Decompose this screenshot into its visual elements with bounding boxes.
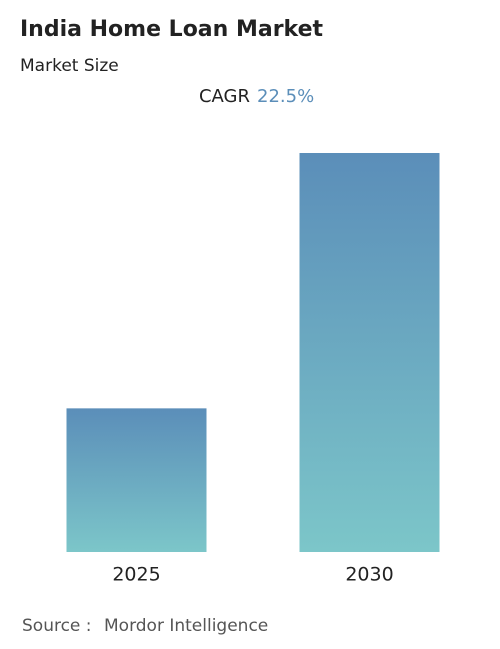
cagr-label: CAGR bbox=[199, 86, 250, 107]
cagr-value: 22.5% bbox=[257, 86, 314, 107]
source: Mordor Intelligence bbox=[104, 616, 268, 636]
bar bbox=[299, 153, 440, 552]
x-tick-label: 2025 bbox=[112, 564, 160, 586]
chart-subtitle: Market Size bbox=[20, 56, 119, 76]
bar bbox=[66, 408, 207, 552]
x-tick-label: 2030 bbox=[345, 564, 393, 586]
chart-title: India Home Loan Market bbox=[20, 17, 324, 42]
source-label: Source : bbox=[22, 616, 92, 636]
